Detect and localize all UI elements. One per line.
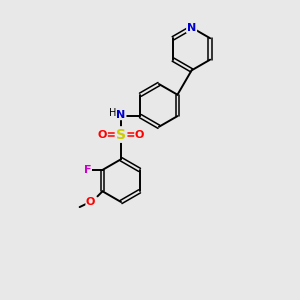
Text: O: O <box>86 197 95 207</box>
Text: N: N <box>116 110 126 120</box>
Text: S: S <box>116 128 126 142</box>
Text: H: H <box>109 108 116 118</box>
Text: N: N <box>187 22 196 32</box>
Text: O: O <box>135 130 144 140</box>
Text: F: F <box>84 165 92 175</box>
Text: O: O <box>98 130 107 140</box>
